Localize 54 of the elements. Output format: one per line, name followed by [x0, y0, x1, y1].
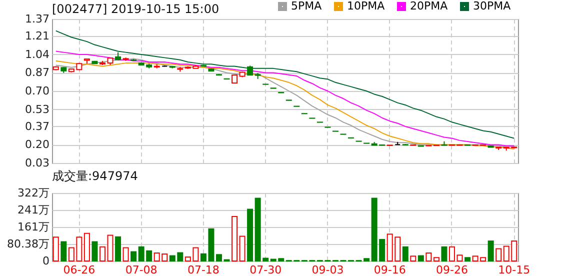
x-tick-label: 09-16	[374, 264, 406, 276]
bar	[410, 256, 416, 262]
candlestick	[247, 65, 254, 76]
bar	[448, 246, 455, 262]
legend-label: 20PMA	[410, 0, 448, 12]
y-tick-label: 1.21	[25, 30, 50, 43]
bar	[92, 241, 98, 262]
bar	[52, 236, 59, 262]
bar	[84, 232, 90, 262]
y-tick-label: 241万	[18, 204, 50, 217]
y-tick-label: 0	[42, 254, 50, 268]
legend-label: 30PMA	[473, 0, 512, 12]
line-series	[55, 30, 515, 139]
y-tick-label: 322万	[18, 186, 50, 200]
y-tick-label: 80.38万	[7, 238, 50, 251]
bar	[107, 234, 114, 262]
bar	[433, 257, 440, 262]
bar	[247, 208, 254, 262]
bar	[122, 247, 129, 262]
bar	[130, 251, 137, 262]
bar	[464, 257, 471, 262]
y-tick-label: 0.87	[25, 66, 50, 80]
y-tick-label: 0.70	[25, 84, 50, 98]
bar	[418, 255, 424, 262]
y-tick-label: 1.37	[25, 12, 50, 26]
bar	[402, 246, 408, 262]
x-tick-label: 07-30	[250, 264, 282, 276]
bar	[488, 240, 494, 262]
y-tick-label: 1.04	[25, 48, 50, 61]
y-tick-label: 161万	[18, 220, 50, 234]
y-tick-label: 0.20	[25, 138, 50, 152]
x-tick-label: 10-15	[498, 264, 530, 276]
chart-title: [002477] 2019-10-15 15:00	[52, 2, 220, 16]
bar	[232, 216, 238, 262]
y-tick-label: 0.37	[25, 120, 50, 133]
bar	[441, 246, 448, 262]
y-tick-label: 0.53	[25, 102, 50, 116]
bar	[115, 236, 122, 262]
x-tick-label: 09-03	[312, 264, 344, 276]
chart-title: 成交量:947974	[52, 169, 138, 183]
bar	[239, 236, 246, 262]
x-tick-label: 07-08	[125, 264, 158, 276]
x-tick-label: 07-18	[187, 264, 220, 276]
bar	[216, 254, 222, 262]
bar	[456, 254, 463, 262]
bar	[60, 241, 67, 262]
x-tick-label: 06-26	[63, 264, 96, 276]
x-tick-label: 09-26	[436, 264, 468, 276]
legend-label: 5PMA	[291, 0, 322, 12]
y-tick-label: 0.03	[25, 156, 50, 170]
bar	[496, 248, 502, 262]
bar	[99, 246, 106, 262]
legend-label: 10PMA	[347, 0, 386, 12]
bar	[426, 252, 432, 262]
